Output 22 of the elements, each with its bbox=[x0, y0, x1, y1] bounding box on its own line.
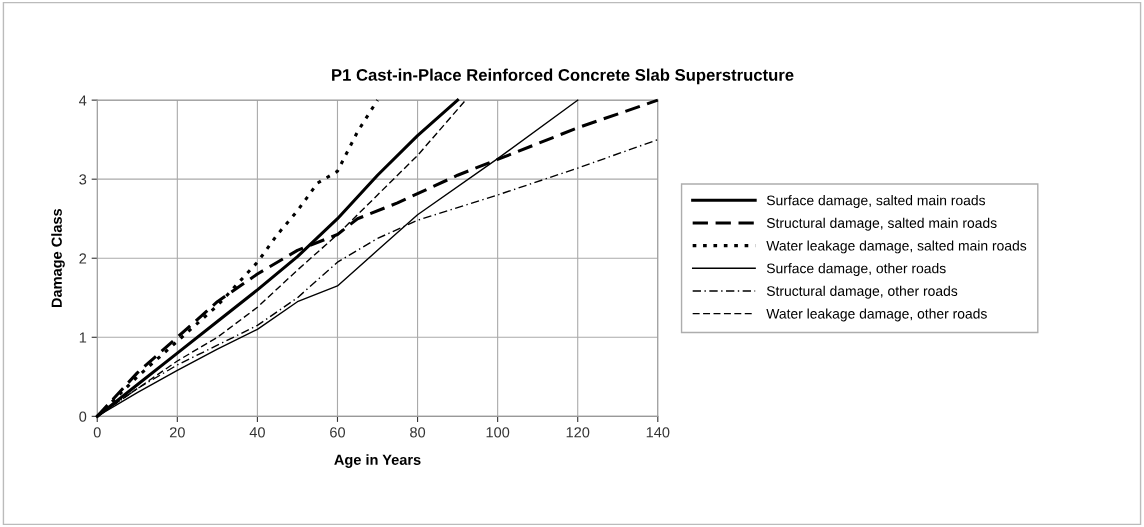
legend-label: Water leakage damage, salted main roads bbox=[766, 240, 1027, 254]
x-tick-label: 140 bbox=[646, 427, 670, 438]
y-tick-label: 0 bbox=[79, 411, 87, 422]
y-tick-label: 3 bbox=[79, 174, 87, 185]
x-tick-label: 60 bbox=[330, 427, 346, 438]
x-tick-label: 0 bbox=[93, 427, 101, 438]
x-axis-title: Age in Years bbox=[334, 454, 421, 468]
y-axis-title: Damage Class bbox=[51, 208, 65, 308]
x-tick-label: 20 bbox=[169, 427, 185, 438]
legend-label: Surface damage, other roads bbox=[766, 263, 946, 277]
chart-title: P1 Cast-in-Place Reinforced Concrete Slab Superstructure bbox=[332, 68, 794, 85]
legend-label: Structural damage, other roads bbox=[766, 285, 958, 299]
y-tick-label: 4 bbox=[79, 95, 87, 106]
x-tick-label: 100 bbox=[486, 427, 510, 438]
x-tick-label: 80 bbox=[410, 427, 426, 438]
legend-label: Surface damage, salted main roads bbox=[766, 195, 986, 209]
y-tick-label: 2 bbox=[79, 253, 87, 264]
x-tick-label: 120 bbox=[566, 427, 590, 438]
legend-label: Water leakage damage, other roads bbox=[766, 308, 987, 322]
y-tick-label: 1 bbox=[79, 332, 87, 343]
x-tick-label: 40 bbox=[249, 427, 265, 438]
legend-label: Structural damage, salted main roads bbox=[766, 217, 997, 231]
